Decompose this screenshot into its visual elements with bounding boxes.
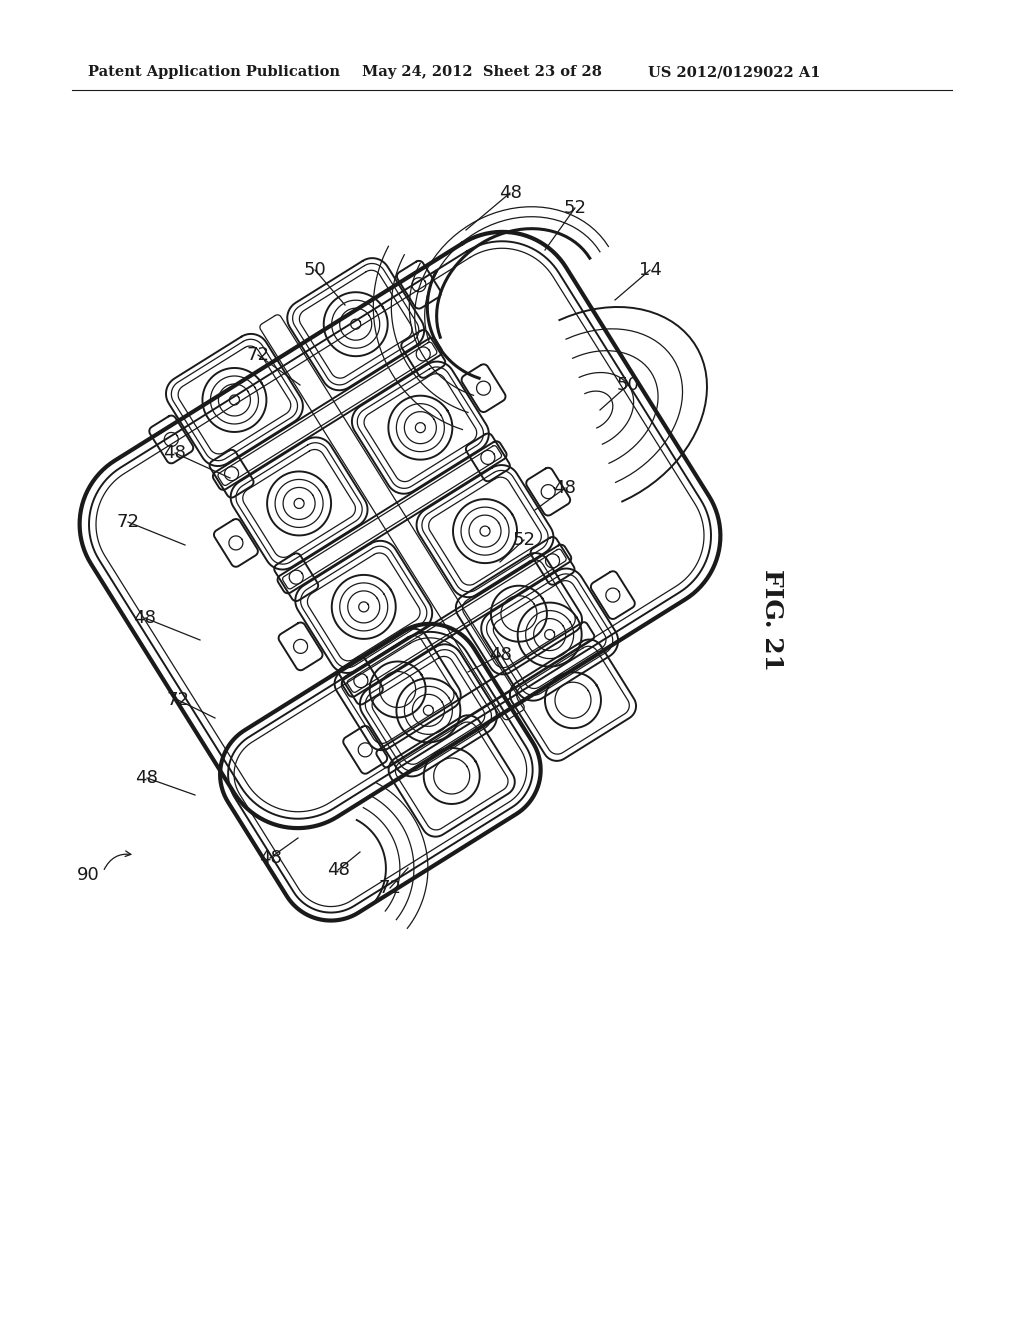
Text: 72: 72 (247, 346, 269, 364)
Text: 48: 48 (488, 645, 511, 664)
Text: FIG. 21: FIG. 21 (760, 569, 784, 671)
Text: 48: 48 (135, 770, 159, 787)
Text: 50: 50 (304, 261, 327, 279)
Text: 50: 50 (616, 376, 639, 393)
Text: 90: 90 (77, 866, 99, 884)
Text: Patent Application Publication: Patent Application Publication (88, 65, 340, 79)
Text: 72: 72 (379, 879, 401, 898)
Text: May 24, 2012  Sheet 23 of 28: May 24, 2012 Sheet 23 of 28 (362, 65, 602, 79)
Text: 48: 48 (499, 183, 521, 202)
Text: 48: 48 (164, 444, 186, 462)
Text: 52: 52 (563, 199, 587, 216)
Text: 48: 48 (133, 609, 157, 627)
Text: 14: 14 (639, 261, 662, 279)
Text: 48: 48 (327, 861, 349, 879)
Text: 48: 48 (259, 849, 282, 867)
Text: 72: 72 (117, 513, 139, 531)
Text: 52: 52 (512, 531, 536, 549)
Text: US 2012/0129022 A1: US 2012/0129022 A1 (648, 65, 820, 79)
Text: 48: 48 (554, 479, 577, 498)
Text: 72: 72 (167, 690, 189, 709)
